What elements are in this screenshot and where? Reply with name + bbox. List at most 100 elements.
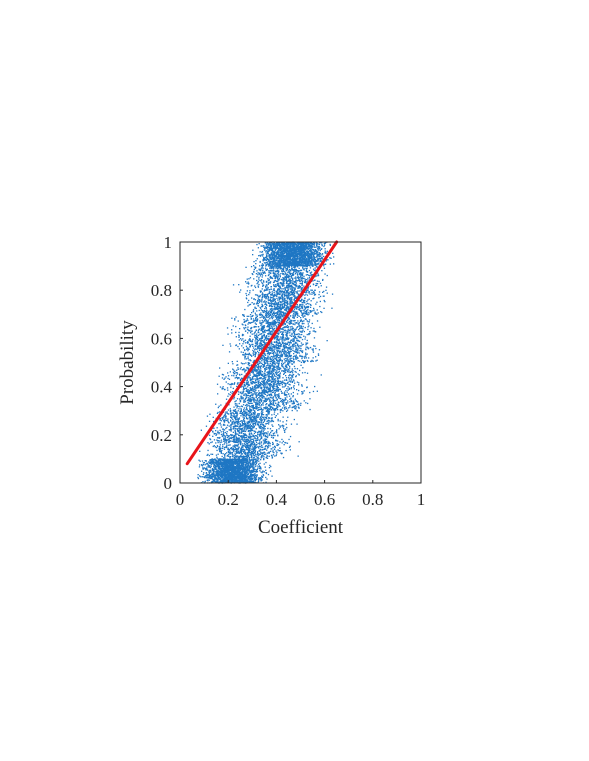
scatter-point [209, 467, 212, 469]
scatter-point [250, 428, 252, 430]
scatter-point [268, 408, 270, 410]
scatter-point [260, 357, 262, 359]
scatter-point [261, 393, 263, 395]
scatter-point [247, 452, 249, 454]
scatter-point [223, 423, 225, 425]
scatter-point [269, 442, 271, 444]
scatter-point [253, 444, 255, 446]
scatter-point [217, 440, 220, 442]
scatter-point [235, 374, 237, 377]
scatter-point [278, 321, 280, 324]
scatter-point [249, 377, 252, 379]
scatter-point [268, 404, 271, 406]
scatter-point [287, 393, 290, 395]
scatter-point [243, 430, 245, 433]
scatter-point [249, 471, 251, 473]
scatter-point [228, 460, 231, 462]
scatter-point [242, 397, 244, 400]
scatter-point [267, 440, 269, 443]
scatter-point [241, 428, 243, 430]
scatter-point [201, 470, 203, 472]
scatter-point [253, 442, 255, 444]
scatter-point [213, 473, 215, 475]
scatter-point [268, 379, 270, 381]
scatter-point [235, 467, 238, 469]
scatter-point [267, 388, 270, 390]
scatter-point [247, 459, 249, 461]
scatter-point [237, 455, 239, 457]
scatter-point [232, 371, 235, 373]
scatter-point [256, 465, 258, 467]
scatter-point [251, 462, 254, 464]
scatter-point [280, 398, 282, 400]
scatter-point [292, 391, 294, 394]
scatter-point [300, 404, 302, 406]
scatter-point [283, 404, 285, 406]
scatter-point [214, 464, 216, 467]
scatter-point [249, 398, 251, 400]
scatter-point [249, 405, 251, 408]
scatter-point [262, 471, 264, 473]
scatter-point [231, 440, 233, 442]
scatter-point [232, 421, 234, 423]
scatter-point [217, 441, 219, 444]
scatter-point [254, 385, 256, 387]
scatter-point [251, 436, 253, 438]
scatter-point [264, 398, 266, 400]
scatter-point [248, 402, 250, 405]
scatter-point [262, 430, 264, 432]
scatter-point [232, 368, 234, 370]
scatter-point [272, 363, 274, 365]
scatter-point [233, 476, 235, 478]
scatter-point [252, 390, 254, 392]
scatter-point [271, 369, 273, 371]
scatter-point [250, 474, 252, 476]
scatter-point [219, 480, 221, 483]
scatter-point [272, 383, 274, 385]
scatter-point [294, 405, 296, 408]
scatter-point [236, 416, 238, 418]
scatter-point [212, 473, 214, 475]
scatter-point [275, 415, 277, 417]
scatter-point [247, 394, 249, 396]
scatter-point [272, 377, 274, 379]
scatter-point [236, 411, 238, 413]
scatter-point [276, 372, 278, 374]
scatter-point [262, 378, 264, 380]
scatter-point [255, 455, 257, 458]
scatter-point [245, 397, 248, 399]
scatter-point [228, 451, 230, 453]
scatter-point [256, 468, 258, 471]
scatter-point [272, 384, 275, 386]
scatter-point [306, 372, 309, 374]
scatter-point [266, 371, 268, 374]
scatter-point [258, 401, 260, 403]
scatter-point [243, 435, 245, 438]
scatter-point [245, 369, 247, 371]
scatter-point [254, 464, 256, 466]
scatter-point [238, 434, 241, 437]
scatter-point [249, 424, 251, 427]
scatter-point [290, 388, 292, 390]
scatter-point [245, 387, 248, 389]
scatter-point [234, 408, 237, 411]
scatter-point [207, 442, 209, 444]
scatter-point [254, 465, 256, 468]
scatter-point [237, 367, 239, 369]
scatter-point [260, 455, 262, 458]
scatter-point [221, 428, 224, 430]
scatter-point [263, 442, 266, 444]
scatter-point [220, 404, 222, 406]
scatter-point [234, 468, 236, 470]
scatter-point [252, 466, 254, 468]
scatter-point [270, 365, 272, 367]
scatter-point [236, 472, 238, 474]
scatter-point [255, 389, 257, 392]
scatter-point [253, 477, 255, 479]
scatter-point [240, 480, 242, 482]
scatter-point [234, 448, 237, 451]
scatter-point [205, 463, 207, 465]
scatter-point [269, 433, 271, 435]
scatter-point [274, 446, 276, 448]
scatter-point [261, 423, 263, 425]
